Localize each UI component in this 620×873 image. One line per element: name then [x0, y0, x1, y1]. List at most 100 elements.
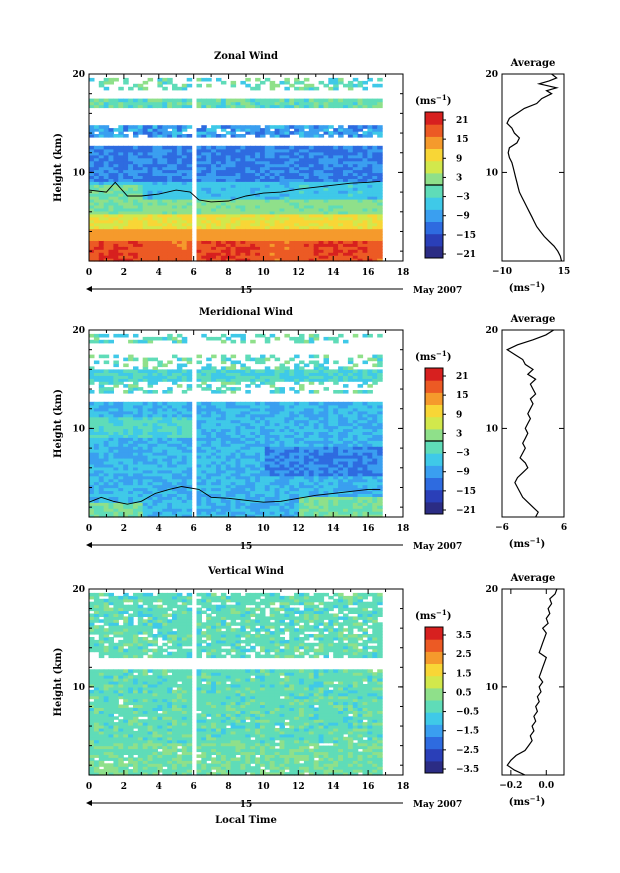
heatmap-cell [235, 469, 241, 474]
heatmap-cell [352, 225, 359, 230]
heatmap-cell [181, 190, 188, 194]
heatmap-cell [372, 187, 378, 191]
heatmap-cell [147, 455, 154, 459]
heatmap-cell [216, 157, 222, 162]
heatmap-0 [89, 77, 383, 262]
heatmap-cell [352, 216, 359, 221]
heatmap-cell [98, 157, 105, 162]
heatmap-cell [289, 204, 295, 209]
heatmap-cell [108, 258, 114, 262]
heatmap-cell [352, 172, 359, 176]
heatmap-cell [118, 86, 124, 91]
heatmap-cell [186, 401, 193, 406]
heatmap-cell [260, 496, 266, 500]
heatmap-cell [186, 452, 193, 456]
heatmap-cell [308, 237, 315, 241]
heatmap-cell [303, 190, 310, 194]
heatmap-cell [176, 201, 183, 206]
heatmap-cell [201, 460, 207, 465]
heatmap-cell [206, 193, 212, 197]
heatmap-cell [118, 475, 124, 480]
heatmap-cell [220, 125, 227, 129]
heatmap-cell [181, 201, 188, 206]
heatmap-cell [372, 234, 378, 238]
heatmap-cell [328, 184, 334, 188]
heatmap-cell [343, 157, 349, 162]
heatmap-cell [377, 172, 383, 176]
heatmap-cell [103, 333, 110, 338]
heatmap-cell [230, 216, 237, 221]
heatmap-cell [235, 446, 241, 450]
heatmap-cell [196, 434, 202, 438]
heatmap-cell [167, 157, 173, 162]
heatmap-cell [357, 249, 364, 253]
heatmap-cell [206, 196, 212, 200]
heatmap-cell [220, 225, 227, 230]
heatmap-cell [211, 375, 217, 379]
heatmap-cell [113, 425, 119, 430]
heatmap-cell [172, 219, 178, 224]
heatmap-cell [225, 252, 232, 256]
heatmap-cell [264, 172, 271, 176]
heatmap-cell [147, 419, 154, 424]
heatmap-cell [235, 428, 241, 432]
heatmap-cell [103, 240, 110, 244]
heatmap-cell [245, 354, 251, 359]
heatmap-cell [240, 511, 246, 515]
heatmap-cell [172, 508, 178, 512]
heatmap-cell [284, 204, 290, 209]
heatmap-cell [108, 160, 114, 165]
heatmap-cell [196, 231, 202, 236]
heatmap-cell [137, 419, 144, 424]
heatmap-cell [333, 196, 339, 200]
heatmap-cell [260, 472, 266, 477]
heatmap-cell [157, 434, 163, 438]
heatmap-cell [245, 449, 251, 453]
heatmap-cell [216, 172, 222, 176]
heatmap-cell [172, 252, 178, 256]
heatmap-cell [264, 378, 271, 382]
heatmap-cell [299, 384, 305, 388]
heatmap-cell [245, 369, 251, 373]
heatmap-cell [294, 210, 300, 215]
heatmap-cell [245, 178, 251, 182]
heatmap-cell [216, 478, 222, 483]
heatmap-cell [220, 199, 227, 203]
heatmap-cell [196, 369, 202, 373]
heatmap-cell [93, 193, 100, 197]
heatmap-cell [186, 77, 193, 82]
heatmap-cell [206, 231, 212, 236]
heatmap-cell [274, 449, 281, 453]
heatmap-cell [113, 487, 119, 492]
heatmap-cell [196, 145, 202, 150]
heatmap-cell [338, 163, 344, 168]
heatmap-cell [338, 237, 344, 241]
heatmap-cell [245, 166, 251, 171]
heatmap-cell [201, 213, 207, 218]
heatmap-cell [377, 154, 383, 159]
heatmap-cell [294, 243, 300, 247]
heatmap-cell [172, 210, 178, 215]
heatmap-cell [260, 234, 266, 238]
heatmap-cell [294, 336, 300, 341]
heatmap-cell [245, 478, 251, 483]
heatmap-cell [108, 505, 114, 509]
heatmap-cell [377, 134, 383, 138]
heatmap-cell [123, 487, 129, 492]
heatmap-cell [172, 472, 178, 477]
heatmap-cell [123, 181, 129, 185]
heatmap-cell [152, 440, 158, 444]
heatmap-cell [260, 416, 266, 421]
heatmap-cell [152, 508, 158, 512]
heatmap-cell [167, 255, 173, 259]
heatmap-cell [250, 190, 256, 194]
heatmap-cell [220, 246, 227, 250]
heatmap-cell [347, 237, 354, 241]
heatmap-cell [220, 187, 227, 191]
heatmap-cell [289, 487, 295, 492]
heatmap-cell [113, 463, 119, 468]
heatmap-cell [176, 258, 183, 262]
heatmap-cell [269, 443, 276, 447]
heatmap-cell [113, 154, 119, 159]
heatmap-cell [377, 228, 383, 233]
